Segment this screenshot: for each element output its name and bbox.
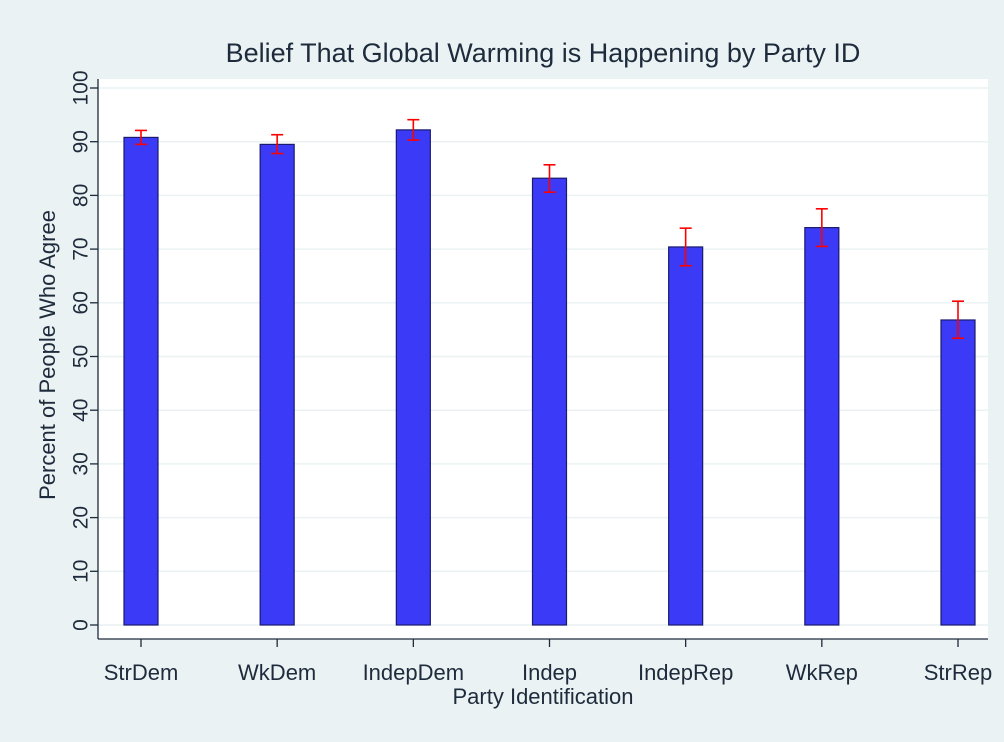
bar: [940, 319, 976, 626]
x-tick-label: StrDem: [104, 660, 179, 685]
bar: [668, 246, 704, 626]
x-tick-label: WkRep: [786, 660, 858, 685]
y-tick-label: 70: [70, 237, 93, 260]
y-tick-label: 10: [70, 560, 93, 583]
bar: [123, 136, 159, 626]
y-tick-label: 20: [70, 506, 93, 529]
axes: 0 10 20 30 40 50 60 70 80 90 100 StrDem WkDem IndepDe…: [70, 70, 993, 685]
y-tick-label: 30: [70, 452, 93, 475]
x-tick-label: IndepRep: [638, 660, 733, 685]
x-tick-label: IndepDem: [363, 660, 465, 685]
y-tick-label: 100: [70, 70, 93, 105]
y-tick-label: 0: [70, 619, 93, 631]
chart-title: Belief That Global Warming is Happening …: [226, 38, 861, 68]
error-bars: [135, 118, 964, 340]
y-tick-label: 80: [70, 184, 93, 207]
y-tick-label: 90: [70, 130, 93, 153]
y-tick-label: 60: [70, 291, 93, 314]
x-axis-label: Party Identification: [453, 684, 634, 709]
bar: [804, 227, 840, 626]
y-axis-label: Percent of People Who Agree: [35, 210, 60, 500]
y-tick-label: 50: [70, 345, 93, 368]
x-tick-label: WkDem: [238, 660, 316, 685]
bars: [123, 129, 976, 626]
y-tick-label: 40: [70, 399, 93, 422]
bar: [395, 129, 431, 626]
x-tick-label: Indep: [522, 660, 577, 685]
bar: [531, 177, 568, 626]
x-tick-label: StrRep: [924, 660, 992, 685]
bar: [259, 143, 295, 626]
